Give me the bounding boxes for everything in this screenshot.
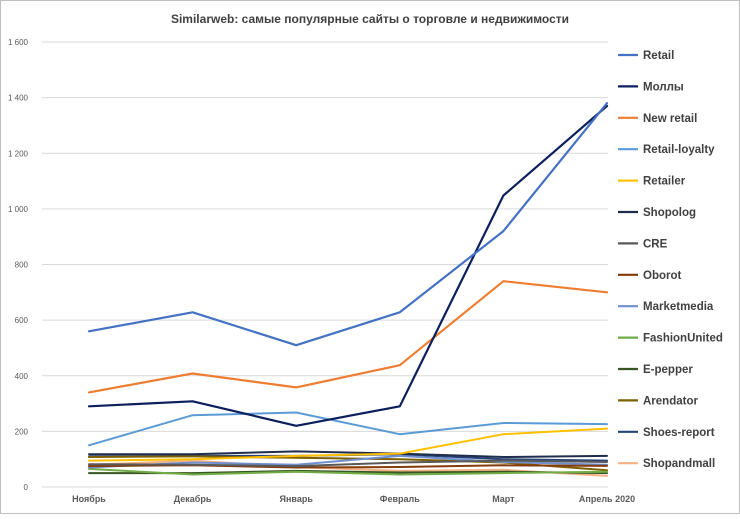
series-line-моллы	[87, 104, 609, 427]
legend-entry-label: Retail	[643, 50, 674, 62]
legend-entry-label: Arendator	[643, 395, 698, 407]
legend-entry-label: Marketmedia	[643, 301, 714, 313]
x-tick-label: Март	[492, 494, 515, 504]
series-line-retail-loyalty	[88, 411, 608, 447]
x-tick-label: Апрель 2020	[579, 494, 635, 504]
x-tick-label: Январь	[280, 494, 314, 504]
series-line-arendator	[88, 455, 608, 472]
y-tick-label: 600	[15, 316, 29, 325]
legend: Retail Моллы New retail Retail-loyalty Retai…	[618, 50, 723, 470]
series-line-marketmedia	[88, 454, 608, 469]
legend-entry-label: Retail-loyalty	[643, 144, 715, 156]
y-tick-label: 1 600	[8, 38, 29, 47]
legend-entry-label: Shopandmall	[643, 458, 715, 470]
series-line-shopandmall	[88, 459, 608, 477]
x-tick-label: Февраль	[380, 494, 420, 504]
series-line-shopolog	[88, 450, 608, 458]
x-tick-label: Декабрь	[174, 494, 212, 504]
series-line-cre	[88, 459, 608, 468]
legend-entry-label: Shoes-report	[643, 427, 715, 439]
legend-entry-label: Моллы	[643, 81, 684, 93]
series-line-retail	[87, 102, 609, 347]
legend-entry-label: New retail	[643, 113, 697, 125]
y-tick-label: 1 400	[8, 94, 29, 103]
y-tick-label: 400	[15, 372, 29, 381]
series-line-new-retail	[87, 280, 609, 394]
legend-entry-label: FashionUnited	[643, 333, 723, 345]
y-tick-label: 200	[15, 427, 29, 436]
legend-entry-label: CRE	[643, 238, 668, 250]
series-line-retailer	[88, 427, 608, 462]
legend-entry-label: Retailer	[643, 176, 686, 188]
series-lines	[87, 102, 609, 477]
chart-title: Similarweb: самые популярные сайты о тор…	[171, 12, 569, 26]
x-axis-tick-labels: Ноябрь Декабрь Январь Февраль Март Апрель 202…	[72, 494, 635, 504]
y-tick-label: 800	[15, 261, 29, 270]
y-tick-label: 0	[24, 483, 29, 492]
x-tick-label: Ноябрь	[72, 494, 106, 504]
legend-entry-label: Shopolog	[643, 207, 696, 219]
y-tick-label: 1 200	[8, 149, 29, 158]
legend-entry-label: Oborot	[643, 270, 681, 282]
y-axis-tick-labels: 0 200 400 600 800 1 000 1 200 1 400 1 600	[8, 38, 29, 492]
series-line-fashionunited	[88, 467, 608, 476]
legend-entry-label: E-pepper	[643, 364, 693, 376]
y-tick-label: 1 000	[8, 205, 29, 214]
